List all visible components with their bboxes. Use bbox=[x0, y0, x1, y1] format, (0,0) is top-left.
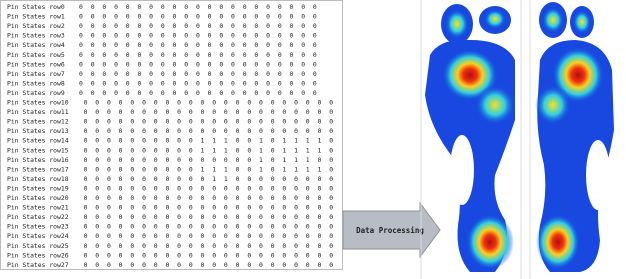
row-cells: 0 0 0 0 0 0 0 0 0 0 0 0 0 0 0 0 0 0 0 0 … bbox=[84, 118, 334, 126]
row-cells: 0 0 0 0 0 0 0 0 0 0 1 1 1 0 0 1 0 1 1 1 … bbox=[84, 146, 334, 154]
row-label: Pin States row9 bbox=[7, 89, 65, 97]
row-cells: 0 0 0 0 0 0 0 0 0 0 0 0 0 0 0 0 0 0 0 0 … bbox=[84, 204, 334, 212]
row-label: Pin States row10 bbox=[7, 99, 69, 107]
row-cells: 0 0 0 0 0 0 0 0 0 0 0 0 0 0 0 0 0 0 0 0 … bbox=[84, 213, 334, 221]
row-label: Pin States row6 bbox=[7, 60, 65, 68]
row-label: Pin States row12 bbox=[7, 118, 69, 126]
row-cells: 0 0 0 0 0 0 0 0 0 0 0 0 0 0 0 0 0 0 0 0 … bbox=[84, 99, 334, 107]
row-label: Pin States row27 bbox=[7, 261, 69, 269]
row-cells: 0 0 0 0 0 0 0 0 0 0 0 0 0 0 0 1 0 1 1 1 … bbox=[84, 156, 334, 164]
row-cells: 0 0 0 0 0 0 0 0 0 0 0 0 0 0 0 0 0 0 0 0 … bbox=[79, 51, 317, 59]
row-cells: 0 0 0 0 0 0 0 0 0 0 1 1 1 0 0 1 0 1 1 1 … bbox=[84, 165, 334, 173]
row-label: Pin States row0 bbox=[7, 3, 65, 11]
row-cells: 0 0 0 0 0 0 0 0 0 0 0 1 1 0 0 0 0 0 0 0 … bbox=[84, 175, 334, 183]
row-label: Pin States row5 bbox=[7, 51, 65, 59]
row-label: Pin States row17 bbox=[7, 165, 69, 173]
row-cells: 0 0 0 0 0 0 0 0 0 0 0 0 0 0 0 0 0 0 0 0 … bbox=[84, 108, 334, 116]
row-cells: 0 0 0 0 0 0 0 0 0 0 0 0 0 0 0 0 0 0 0 0 … bbox=[79, 3, 317, 11]
row-label: Pin States row24 bbox=[7, 232, 69, 240]
row-cells: 0 0 0 0 0 0 0 0 0 0 0 0 0 0 0 0 0 0 0 0 … bbox=[84, 242, 334, 250]
row-label: Pin States row15 bbox=[7, 146, 69, 154]
row-label: Pin States row3 bbox=[7, 32, 65, 40]
right-foot-heatmap bbox=[535, 2, 614, 272]
row-label: Pin States row2 bbox=[7, 22, 65, 30]
row-label: Pin States row16 bbox=[7, 156, 69, 164]
row-label: Pin States row22 bbox=[7, 213, 69, 221]
arrow-label: Data Processing bbox=[356, 226, 424, 235]
row-cells: 0 0 0 0 0 0 0 0 0 0 0 0 0 0 0 0 0 0 0 0 … bbox=[84, 127, 334, 135]
row-cells: 0 0 0 0 0 0 0 0 0 0 0 0 0 0 0 0 0 0 0 0 … bbox=[84, 223, 334, 231]
row-cells: 0 0 0 0 0 0 0 0 0 0 0 0 0 0 0 0 0 0 0 0 … bbox=[79, 13, 317, 21]
row-label: Pin States row19 bbox=[7, 184, 69, 192]
row-label: Pin States row21 bbox=[7, 204, 69, 212]
row-label: Pin States row14 bbox=[7, 137, 69, 145]
row-cells: 0 0 0 0 0 0 0 0 0 0 0 0 0 0 0 0 0 0 0 0 … bbox=[79, 41, 317, 49]
row-cells: 0 0 0 0 0 0 0 0 0 0 0 0 0 0 0 0 0 0 0 0 … bbox=[84, 232, 334, 240]
row-cells: 0 0 0 0 0 0 0 0 0 0 0 0 0 0 0 0 0 0 0 0 … bbox=[79, 79, 317, 87]
row-label: Pin States row13 bbox=[7, 127, 69, 135]
row-label: Pin States row23 bbox=[7, 223, 69, 231]
row-cells: 0 0 0 0 0 0 0 0 0 0 0 0 0 0 0 0 0 0 0 0 … bbox=[84, 251, 334, 259]
row-label: Pin States row25 bbox=[7, 242, 69, 250]
arrow: Data Processing bbox=[343, 203, 440, 257]
row-cells: 0 0 0 0 0 0 0 0 0 0 0 0 0 0 0 0 0 0 0 0 … bbox=[79, 32, 317, 40]
figure: Pin States row0 0 0 0 0 0 0 0 0 0 0 0 0 0… bbox=[0, 0, 626, 279]
row-cells: 0 0 0 0 0 0 0 0 0 0 0 0 0 0 0 0 0 0 0 0 … bbox=[84, 194, 334, 202]
row-cells: 0 0 0 0 0 0 0 0 0 0 0 0 0 0 0 0 0 0 0 0 … bbox=[84, 261, 334, 269]
row-cells: 0 0 0 0 0 0 0 0 0 0 0 0 0 0 0 0 0 0 0 0 … bbox=[79, 70, 317, 78]
row-cells: 0 0 0 0 0 0 0 0 0 0 0 0 0 0 0 0 0 0 0 0 … bbox=[79, 22, 317, 30]
row-label: Pin States row7 bbox=[7, 70, 65, 78]
row-label: Pin States row8 bbox=[7, 79, 65, 87]
row-cells: 0 0 0 0 0 0 0 0 0 0 0 0 0 0 0 0 0 0 0 0 … bbox=[79, 89, 317, 97]
row-label: Pin States row20 bbox=[7, 194, 69, 202]
row-label: Pin States row4 bbox=[7, 41, 65, 49]
pin-rows: Pin States row0 0 0 0 0 0 0 0 0 0 0 0 0 0… bbox=[7, 3, 333, 269]
row-cells: 0 0 0 0 0 0 0 0 0 0 0 0 0 0 0 0 0 0 0 0 … bbox=[84, 184, 334, 192]
row-label: Pin States row11 bbox=[7, 108, 69, 116]
row-label: Pin States row18 bbox=[7, 175, 69, 183]
row-cells: 0 0 0 0 0 0 0 0 0 0 0 0 0 0 0 0 0 0 0 0 … bbox=[79, 60, 317, 68]
row-cells: 0 0 0 0 0 0 0 0 0 0 1 1 1 0 0 1 0 1 1 1 … bbox=[84, 137, 334, 145]
row-label: Pin States row1 bbox=[7, 13, 65, 21]
row-label: Pin States row26 bbox=[7, 251, 69, 259]
